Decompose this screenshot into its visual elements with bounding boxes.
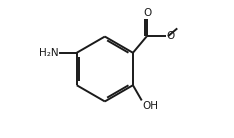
Text: OH: OH	[142, 101, 158, 111]
Text: O: O	[143, 8, 151, 18]
Text: O: O	[166, 31, 174, 41]
Text: H₂N: H₂N	[39, 48, 59, 58]
